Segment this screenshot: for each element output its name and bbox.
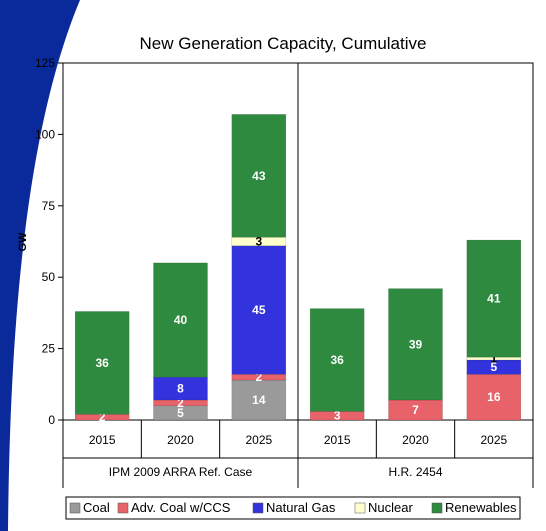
data-label: 45 bbox=[252, 303, 266, 317]
bar-segment bbox=[231, 379, 287, 421]
data-label: 3 bbox=[255, 235, 262, 249]
y-tick-label: 100 bbox=[35, 127, 55, 141]
legend-entry: Natural Gas bbox=[266, 500, 336, 515]
x-tick-label: 2020 bbox=[167, 433, 194, 447]
data-label: 36 bbox=[95, 356, 109, 370]
data-label: 2 bbox=[177, 396, 184, 410]
y-axis-label: GW bbox=[17, 232, 29, 252]
data-label: 14 bbox=[252, 393, 266, 407]
data-label: 43 bbox=[252, 169, 266, 183]
legend-entry: Coal bbox=[83, 500, 110, 515]
legend-swatch bbox=[117, 502, 129, 514]
data-label: 41 bbox=[487, 292, 501, 306]
x-tick-label: 2025 bbox=[245, 433, 272, 447]
data-label: 40 bbox=[174, 313, 188, 327]
data-label: 3 bbox=[334, 409, 341, 423]
y-tick-label: 50 bbox=[42, 270, 56, 284]
legend: Coal Adv. Coal w/CCS Natural Gas Nuclear Ren… bbox=[65, 496, 521, 520]
bar-segment bbox=[74, 311, 130, 415]
y-tick-label: 125 bbox=[35, 56, 55, 70]
legend-box bbox=[65, 496, 521, 520]
data-label: 2 bbox=[255, 370, 262, 384]
data-label: 7 bbox=[412, 403, 419, 417]
data-label: 39 bbox=[409, 337, 423, 351]
data-label: 8 bbox=[177, 382, 184, 396]
data-label: 16 bbox=[487, 390, 501, 404]
legend-swatch bbox=[69, 502, 81, 514]
legend-entry: Adv. Coal w/CCS bbox=[131, 500, 231, 515]
chart-title: New Generation Capacity, Cumulative bbox=[140, 34, 427, 53]
bar-segment bbox=[231, 114, 287, 238]
bar-segment bbox=[153, 262, 208, 378]
y-tick-label: 75 bbox=[42, 199, 56, 213]
group-label: IPM 2009 ARRA Ref. Case bbox=[109, 465, 253, 479]
legend-swatch bbox=[252, 502, 264, 514]
x-tick-label: 2015 bbox=[324, 433, 351, 447]
y-tick-label: 0 bbox=[48, 413, 55, 427]
bar-segment bbox=[231, 245, 287, 375]
legend-entry: Nuclear bbox=[368, 500, 413, 515]
data-label: 2 bbox=[99, 410, 106, 424]
data-label: 5 bbox=[177, 406, 184, 420]
bar-segment bbox=[309, 308, 365, 412]
bar-segment bbox=[466, 239, 522, 358]
legend-entry: Renewables bbox=[445, 500, 517, 515]
x-tick-label: 2025 bbox=[480, 433, 507, 447]
data-label: 5 bbox=[490, 360, 497, 374]
legend-swatch bbox=[354, 502, 366, 514]
x-tick-label: 2015 bbox=[89, 433, 116, 447]
legend-swatch bbox=[431, 502, 443, 514]
bar-segment bbox=[388, 288, 443, 401]
x-tick-label: 2020 bbox=[402, 433, 429, 447]
y-tick-label: 25 bbox=[42, 342, 56, 356]
bar-segment bbox=[466, 374, 522, 421]
data-label: 1 bbox=[490, 352, 497, 366]
data-label: 36 bbox=[330, 353, 344, 367]
group-label: H.R. 2454 bbox=[388, 465, 442, 479]
